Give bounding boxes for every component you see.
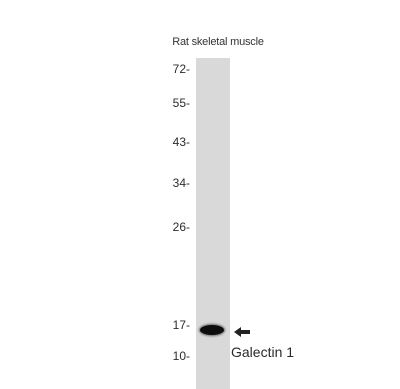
marker-26: 26- [172, 220, 190, 234]
arrow-left-icon [234, 327, 250, 337]
marker-10: 10- [172, 349, 190, 363]
marker-17: 17- [172, 318, 190, 332]
sample-label: Rat skeletal muscle [172, 36, 264, 48]
protein-band [200, 325, 224, 335]
blot-lane [196, 58, 230, 389]
marker-43: 43- [172, 135, 190, 149]
band-label: Galectin 1 [231, 344, 295, 360]
marker-34: 34- [172, 176, 190, 190]
marker-55: 55- [172, 96, 190, 110]
marker-72: 72- [172, 62, 190, 76]
